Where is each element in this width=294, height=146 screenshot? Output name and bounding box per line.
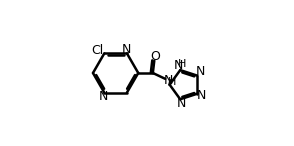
Text: N: N (196, 65, 205, 78)
Text: H: H (168, 77, 176, 87)
Text: H: H (178, 59, 187, 68)
Text: N: N (99, 91, 108, 104)
Text: O: O (150, 50, 160, 64)
Text: N: N (164, 74, 173, 87)
Text: N: N (121, 42, 131, 55)
Text: N: N (197, 89, 206, 102)
Text: N: N (173, 59, 183, 72)
Text: Cl: Cl (92, 44, 104, 57)
Text: N: N (177, 97, 186, 110)
